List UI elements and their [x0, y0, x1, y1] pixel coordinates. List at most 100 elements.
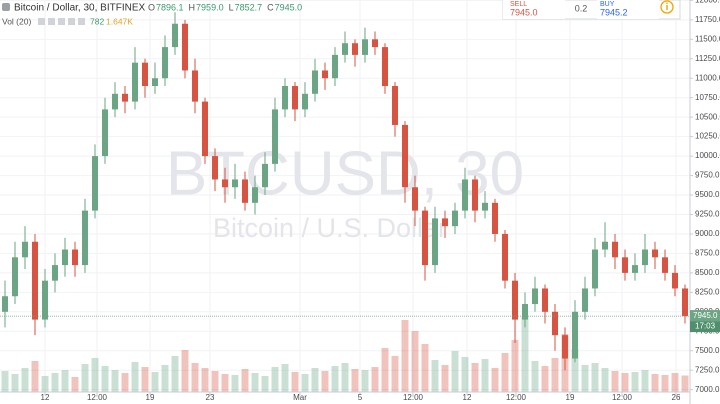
volume-bar	[461, 357, 469, 392]
ohlc-label: O	[148, 2, 155, 12]
buy-button[interactable]	[597, 0, 659, 19]
x-tick-label: 26	[672, 393, 681, 402]
y-tick-label: 7250.0	[695, 365, 720, 374]
collapse-icon[interactable]	[2, 3, 10, 11]
candle-body	[492, 202, 498, 234]
candle-body	[2, 296, 8, 312]
volume-bar	[681, 375, 689, 392]
volume-bar	[311, 368, 319, 392]
grid	[0, 0, 690, 392]
y-tick-label: 10750.0	[695, 93, 720, 102]
candle-body	[92, 156, 98, 211]
volume-bar	[471, 363, 479, 392]
candle-body	[532, 288, 538, 305]
volume-bar	[21, 368, 29, 392]
candle-body	[82, 210, 88, 266]
volume-bar	[181, 350, 189, 392]
candle-body	[22, 241, 28, 258]
indicator-button[interactable]	[68, 18, 75, 25]
y-tick-label: 8250.0	[695, 287, 720, 296]
candle-body	[32, 241, 38, 320]
candle-body	[132, 62, 138, 102]
volume-bar	[111, 370, 119, 392]
volume-bar	[661, 375, 669, 392]
candle-body	[342, 43, 348, 55]
x-tick-label: 12:00	[403, 393, 424, 402]
x-tick-label: 12:00	[506, 393, 527, 402]
y-tick-label: 8500.0	[695, 268, 720, 277]
watermark-description: Bitcoin / U.S. Dollar	[213, 213, 447, 243]
volume-bar	[451, 351, 459, 392]
ohlc-value: 7852.7	[235, 2, 263, 12]
candle-body	[292, 86, 298, 110]
last-price-label: 7945.0	[693, 311, 718, 320]
volume-bar	[641, 370, 649, 392]
indicator-button[interactable]	[58, 18, 65, 25]
volume-last: 1.647K	[106, 16, 133, 26]
info-icon-glyph	[666, 2, 668, 4]
y-tick-label: 8750.0	[695, 249, 720, 258]
indicator-button[interactable]	[48, 18, 55, 25]
volume-bar	[521, 316, 529, 392]
volume-bar	[231, 375, 239, 392]
volume-bar	[631, 372, 639, 392]
candle-body	[172, 23, 178, 48]
volume-bar	[371, 367, 379, 392]
volume-bar	[591, 363, 599, 392]
volume-bar	[581, 365, 589, 392]
countdown-tag	[690, 321, 720, 333]
x-tick-label: 19	[566, 393, 575, 402]
y-tick-label: 10000.0	[695, 151, 720, 160]
volume-bar	[31, 361, 39, 392]
candle-body	[642, 249, 648, 266]
volume-title: Vol (20)	[2, 16, 31, 26]
x-tick-label: 12	[41, 393, 50, 402]
candle-body	[612, 241, 618, 258]
candle-body	[602, 241, 608, 250]
candle-body	[372, 39, 378, 48]
candle-body	[592, 249, 598, 289]
y-tick-label: 11500.0	[695, 34, 720, 43]
candles	[2, 12, 688, 371]
ohlc-label: L	[229, 2, 234, 12]
volume-bar	[241, 369, 249, 392]
ohlc-label: C	[267, 2, 274, 12]
x-tick-label: Mar	[293, 393, 307, 402]
candle-body	[302, 93, 308, 110]
ohlc-label: H	[189, 2, 196, 12]
y-tick-label: 10250.0	[695, 132, 720, 141]
candle-body	[432, 218, 438, 266]
candle-body	[42, 280, 48, 320]
indicator-button[interactable]	[38, 18, 45, 25]
y-tick-label: 7000.0	[695, 385, 720, 394]
buy-label: BUY	[600, 1, 615, 8]
sell-label: SELL	[510, 1, 527, 8]
volume-bar	[421, 344, 429, 392]
indicator-button[interactable]	[78, 18, 85, 25]
volume-bar	[611, 371, 619, 392]
y-tick-label: 12000.0	[695, 0, 720, 4]
y-tick-label: 7500.0	[695, 346, 720, 355]
volume-bar	[571, 349, 579, 392]
volume-bar	[501, 353, 509, 392]
volume-bar	[91, 358, 99, 392]
volume-bar	[301, 374, 309, 392]
volume-bar	[271, 367, 279, 392]
volume-bar	[151, 372, 159, 392]
volume-bar	[71, 377, 79, 392]
volume-bar	[11, 374, 19, 392]
candle-body	[332, 54, 338, 79]
volume-bar	[551, 358, 559, 392]
volume-bar	[601, 368, 609, 392]
volume-bar	[391, 356, 399, 392]
volume-bar	[511, 340, 519, 392]
y-tick-label: 11250.0	[695, 54, 720, 63]
sell-button[interactable]	[503, 0, 565, 19]
volume-bar	[141, 367, 149, 392]
candle-body	[52, 265, 58, 281]
candle-body	[242, 179, 248, 203]
volume-bar	[481, 359, 489, 392]
candle-body	[422, 210, 428, 266]
volume-bar	[121, 373, 129, 392]
ohlc-value: 7959.0	[196, 2, 224, 12]
